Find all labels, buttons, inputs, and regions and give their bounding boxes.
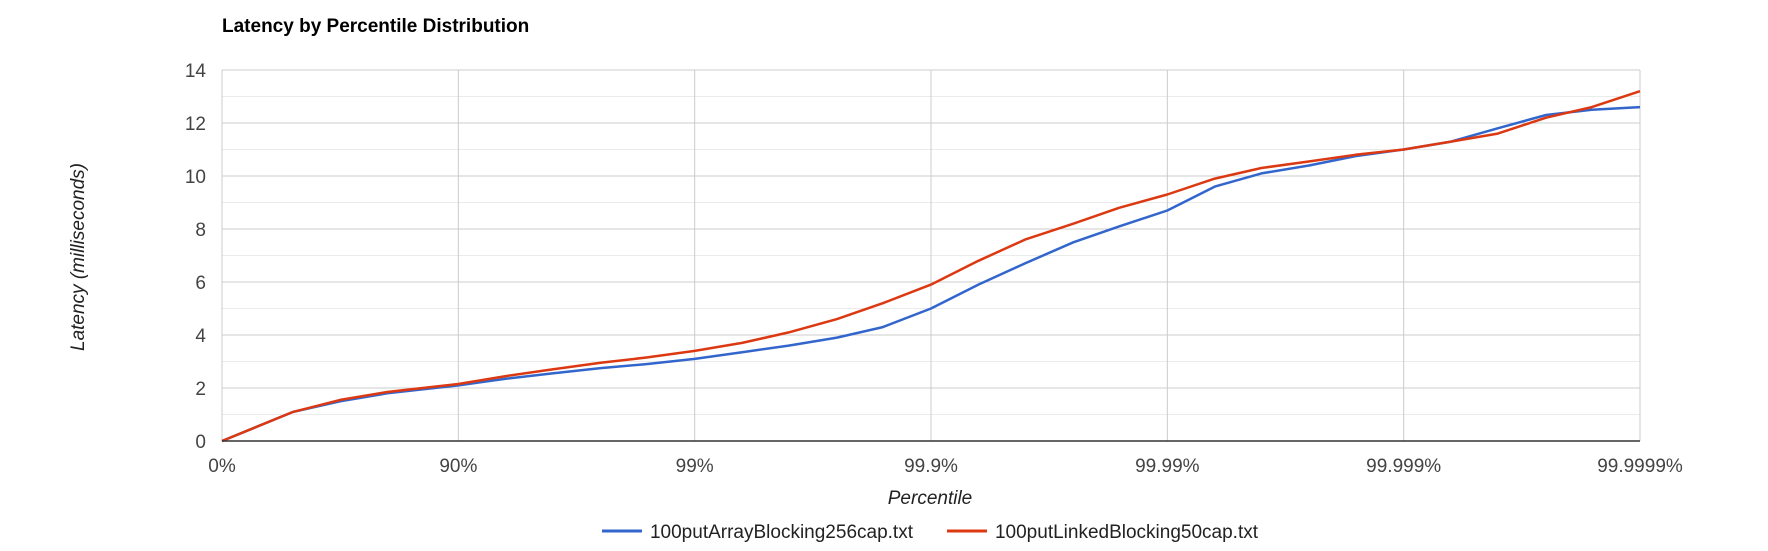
x-tick-label: 90% (439, 456, 477, 477)
y-tick-label: 8 (195, 220, 206, 241)
legend-label: 100putArrayBlocking256cap.txt (650, 522, 914, 543)
x-tick-label: 0% (208, 456, 236, 477)
y-axis-title: Latency (milliseconds) (68, 163, 89, 351)
y-tick-label: 14 (185, 61, 207, 82)
x-axis-ticks: 0% 90% 99% 99.9% 99.99% 99.999% 99.9999% (208, 456, 1683, 477)
legend: 100putArrayBlocking256cap.txt 100putLinke… (601, 522, 1259, 543)
x-axis-title: Percentile (888, 488, 973, 509)
legend-item: 100putArrayBlocking256cap.txt (601, 522, 914, 543)
series-lines (221, 90, 1641, 443)
y-tick-label: 4 (195, 326, 206, 347)
legend-label: 100putLinkedBlocking50cap.txt (995, 522, 1259, 543)
y-tick-label: 2 (195, 379, 206, 400)
y-tick-label: 6 (195, 273, 206, 294)
x-tick-label: 99.99% (1135, 456, 1200, 477)
major-gridlines (221, 69, 1641, 441)
y-tick-label: 10 (185, 167, 206, 188)
x-tick-label: 99.9% (904, 456, 958, 477)
series-line (221, 90, 1641, 443)
x-tick-label: 99.9999% (1597, 456, 1683, 477)
x-tick-label: 99% (676, 456, 714, 477)
x-tick-label: 99.999% (1366, 456, 1441, 477)
legend-item: 100putLinkedBlocking50cap.txt (946, 522, 1259, 543)
y-tick-label: 12 (185, 114, 206, 135)
y-tick-label: 0 (195, 432, 206, 453)
chart-title: Latency by Percentile Distribution (222, 16, 529, 37)
y-axis-ticks: 0 2 4 6 8 10 12 14 (185, 61, 207, 453)
